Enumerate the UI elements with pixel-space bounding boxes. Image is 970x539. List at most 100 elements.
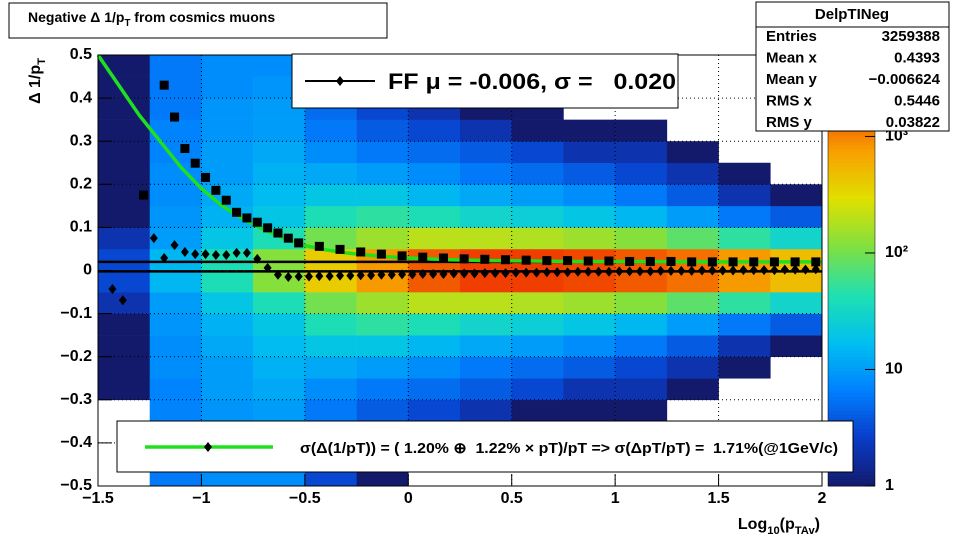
colorbar-slice (828, 371, 875, 376)
hist-cell (98, 227, 151, 250)
profile-marker (553, 267, 562, 278)
hist-cell (563, 162, 616, 185)
hist-cell (356, 205, 409, 228)
hist-cell (253, 399, 306, 422)
colorbar-slice (828, 141, 875, 146)
hist-cell (149, 313, 202, 336)
hist-cell (356, 141, 409, 164)
hist-cell (666, 335, 719, 357)
profile-marker (221, 195, 231, 205)
colorbar-slice (828, 345, 875, 351)
hist-cell (563, 313, 616, 336)
colorbar-slice (828, 324, 875, 329)
hist-cell (511, 378, 564, 401)
hist-cell (356, 313, 409, 336)
profile-marker (201, 172, 211, 182)
colorbar-slice (828, 284, 875, 289)
colorbar-slice (828, 478, 875, 483)
hist-cell (666, 292, 719, 314)
hist-cell (408, 292, 461, 314)
text-part: T (36, 58, 48, 65)
hist-cell (149, 335, 202, 357)
profile-marker (790, 257, 800, 267)
hist-cell (201, 227, 254, 250)
hist-cell (460, 162, 513, 185)
text-part: 10 (767, 525, 779, 537)
hist-cell (718, 205, 771, 228)
profile-marker (325, 271, 334, 282)
hist-cell (718, 270, 771, 293)
profile-marker (294, 238, 304, 248)
hist-cell (253, 184, 306, 207)
hist-cell (304, 292, 357, 314)
y-tick-label: −0.5 (60, 477, 92, 494)
hist-cell (563, 378, 616, 401)
profile-marker (584, 266, 593, 277)
hist-cell (615, 162, 668, 185)
profile-marker (521, 255, 531, 265)
hist-cell (563, 184, 616, 207)
colorbar-slice (828, 238, 875, 243)
hist-cell (253, 227, 306, 250)
hist-cell (304, 205, 357, 228)
hist-cell (460, 119, 513, 142)
y-tick-label: 0.3 (70, 132, 92, 149)
colorbar-slice (828, 288, 875, 293)
profile-marker (190, 158, 200, 168)
hist-cell (511, 141, 564, 164)
hist-cell (718, 335, 771, 357)
hist-cell (201, 292, 254, 314)
profile-marker (522, 267, 531, 278)
hist-cell (666, 141, 719, 164)
profile-marker (429, 268, 438, 279)
hist-cell (460, 313, 513, 336)
hist-cell (511, 184, 564, 207)
colorbar-slice (828, 378, 875, 383)
hist-cell (98, 378, 151, 401)
hist-cell (408, 335, 461, 357)
y-axis-label: Δ 1/pT (27, 58, 48, 104)
hist-cell (304, 399, 357, 422)
text-part: (p (780, 516, 795, 533)
text-part: TAv (795, 525, 816, 537)
hist-cell (356, 399, 409, 422)
profile-marker (749, 265, 758, 276)
hist-cell (511, 292, 564, 314)
hist-cell (770, 270, 823, 293)
hist-cell (149, 162, 202, 185)
hist-cell (149, 119, 202, 142)
colorbar-slice (828, 471, 875, 476)
hist-cell (98, 141, 151, 164)
stats-label: RMS x (766, 92, 813, 109)
colorbar-slice (828, 353, 875, 358)
colorbar-slice (828, 299, 875, 304)
hist-cell (201, 162, 254, 185)
hist-cell (511, 356, 564, 379)
profile-marker (625, 266, 634, 277)
profile-marker (283, 233, 293, 243)
colorbar-slice (828, 234, 875, 239)
x-tick-label: 1.5 (707, 490, 729, 507)
colorbar-slice (828, 184, 875, 189)
profile-marker (118, 295, 127, 306)
profile-marker (459, 254, 469, 264)
colorbar-slice (828, 381, 875, 386)
colorbar-slice (828, 389, 875, 394)
text-part: from cosmics muons (130, 9, 275, 25)
colorbar-slice (828, 248, 875, 254)
colorbar-slice (828, 144, 875, 149)
profile-marker (211, 249, 220, 260)
hist-cell (460, 184, 513, 207)
profile-marker (418, 252, 428, 262)
hist-cell (201, 55, 254, 77)
colorbar-slice (828, 266, 875, 271)
profile-marker (729, 265, 738, 276)
hist-cell (719, 400, 771, 422)
legend-marker (204, 442, 212, 452)
hist-cell (460, 356, 513, 379)
profile-marker (263, 262, 272, 273)
colorbar-slice (828, 277, 875, 282)
hist-cell (98, 76, 151, 99)
profile-marker (180, 246, 189, 257)
hist-cell (615, 313, 668, 336)
